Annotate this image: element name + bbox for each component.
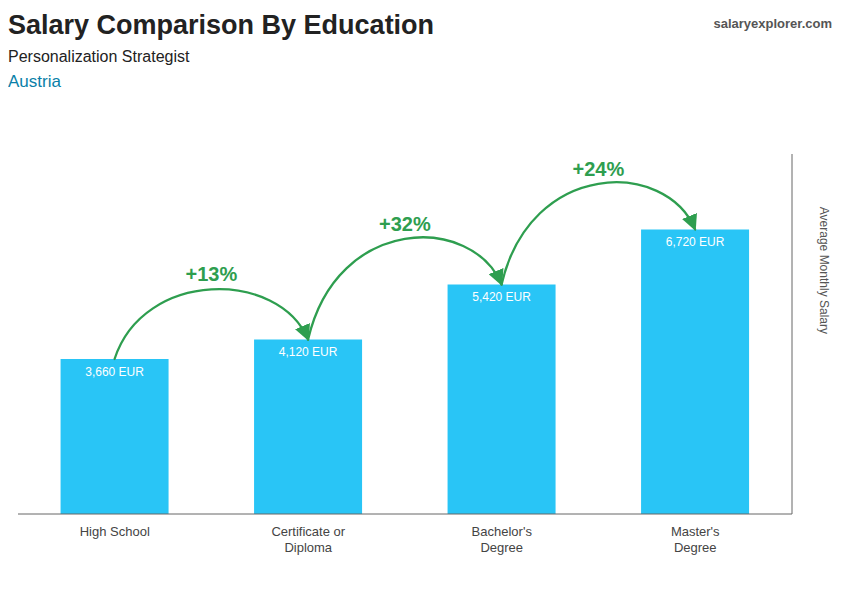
svg-text:+32%: +32% — [379, 213, 431, 235]
svg-text:5,420 EUR: 5,420 EUR — [472, 290, 531, 304]
html-text:Austria: Austria — [8, 72, 61, 91]
svg-text:4,120 EUR: 4,120 EUR — [279, 345, 338, 359]
html-text:Salary Comparison By Education: Salary Comparison By Education — [8, 10, 435, 40]
svg-text:3,660 EUR: 3,660 EUR — [85, 365, 144, 379]
html-text:Personalization Strategist: Personalization Strategist — [8, 48, 190, 65]
svg-text:+13%: +13% — [185, 263, 237, 285]
svg-text:+24%: +24% — [572, 158, 624, 180]
svg-text:6,720 EUR: 6,720 EUR — [666, 235, 725, 249]
svg-text:High School: High School — [80, 524, 150, 539]
svg-text:Bachelor'sDegree: Bachelor'sDegree — [472, 524, 533, 555]
svg-text:Average Monthly Salary: Average Monthly Salary — [817, 207, 831, 334]
svg-text:Master'sDegree: Master'sDegree — [671, 524, 720, 555]
svg-text:Certificate orDiploma: Certificate orDiploma — [271, 524, 345, 555]
html-text:salaryexplorer.com: salaryexplorer.com — [713, 16, 832, 31]
